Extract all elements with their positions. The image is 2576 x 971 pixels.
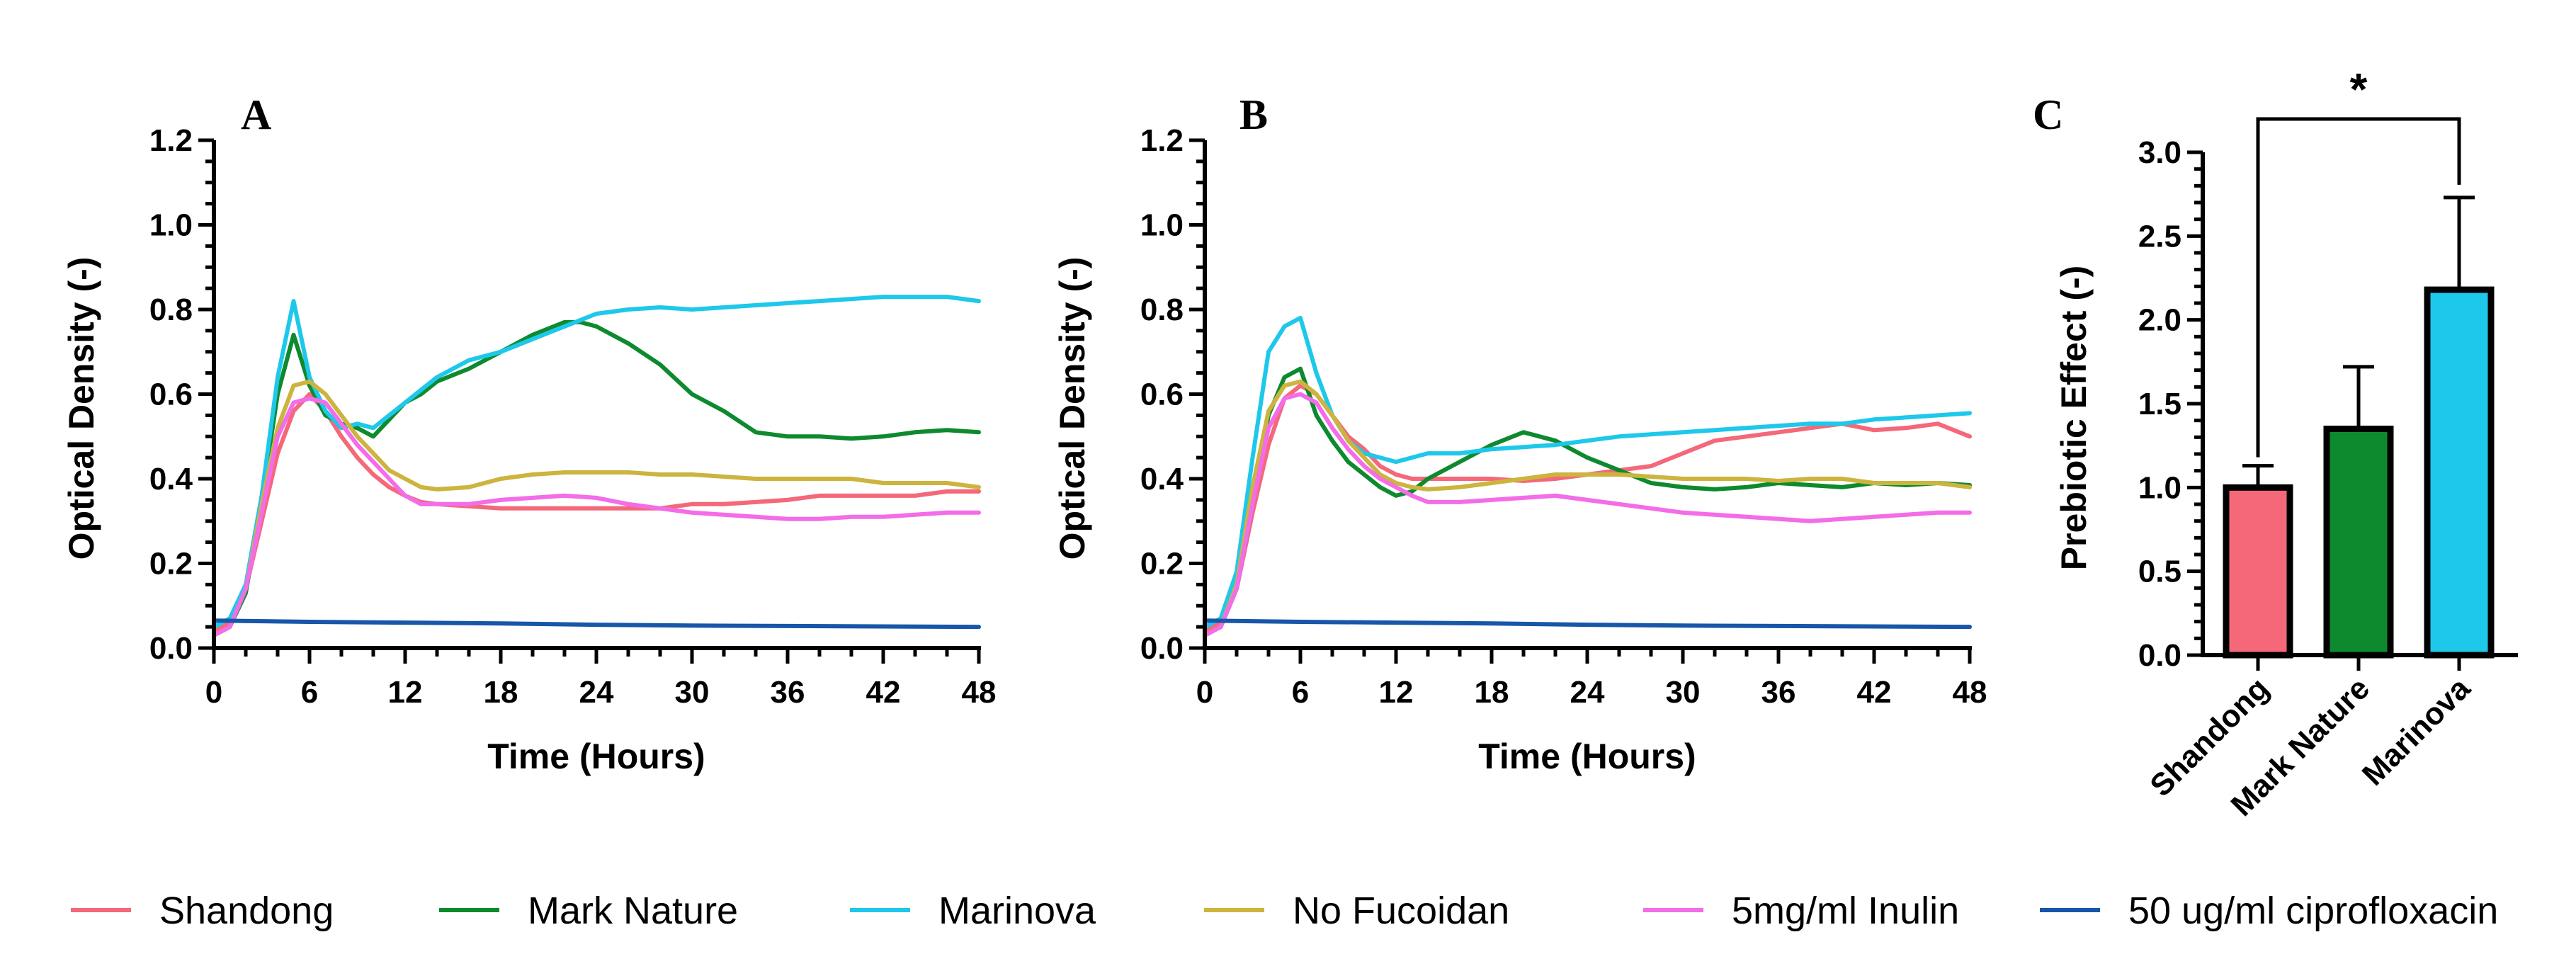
x-tick-label: 24 bbox=[579, 675, 614, 710]
x-tick-label: 30 bbox=[1666, 675, 1701, 710]
panel-letter: C bbox=[2033, 91, 2063, 138]
legend-label-50-ug-ml-ciprofloxacin: 50 ug/ml ciprofloxacin bbox=[2128, 890, 2498, 932]
y-tick-label: 0.2 bbox=[149, 547, 193, 581]
y-tick-label: 1.5 bbox=[2138, 387, 2181, 421]
series-line-shandong bbox=[212, 392, 981, 634]
x-tick-label: 42 bbox=[1857, 675, 1892, 710]
series-line-50-ug-ml-ciprofloxacin bbox=[212, 618, 981, 630]
legend-label-shandong: Shandong bbox=[159, 890, 334, 932]
panel-letter: A bbox=[241, 91, 271, 138]
y-tick-label: 0.0 bbox=[149, 631, 193, 666]
bar-marinova bbox=[2424, 286, 2495, 659]
significance-star: * bbox=[2350, 64, 2368, 115]
x-tick-label: 36 bbox=[1761, 675, 1796, 710]
x-tick-label: 42 bbox=[866, 675, 901, 710]
series-line-5mg-ml-inulin bbox=[1203, 392, 1972, 638]
y-tick-label: 1.2 bbox=[149, 123, 193, 158]
y-tick-label: 0.4 bbox=[149, 462, 193, 496]
x-tick-label: 48 bbox=[1953, 675, 1987, 710]
panel-b: B 0.0 0.2 0.4 0.6 0.8 1.0 1.2 0 6 12 18 24 30 36 42 48 Ti… bbox=[1052, 91, 1987, 776]
series-line-no-fucoidan bbox=[1203, 379, 1972, 638]
panel-a: A 0.0 0.2 0.4 0.6 0.8 1.0 1.2 0 6 12 18 24 30 36 42 48 Ti… bbox=[62, 91, 996, 776]
y-tick-label: 0.8 bbox=[1140, 293, 1184, 327]
x-axis-title: Time (Hours) bbox=[1478, 737, 1696, 776]
y-tick-label: 0.2 bbox=[1140, 547, 1184, 581]
series-line-50-ug-ml-ciprofloxacin bbox=[1203, 618, 1972, 630]
y-axis-title: Optical Density (-) bbox=[62, 257, 101, 560]
y-tick-label: 3.0 bbox=[2138, 135, 2181, 170]
bar-mark-nature bbox=[2323, 426, 2394, 659]
x-tick-label: 12 bbox=[388, 675, 423, 710]
x-axis-title: Time (Hours) bbox=[487, 737, 705, 776]
x-tick-label: 6 bbox=[301, 675, 318, 710]
y-tick-label: 2.5 bbox=[2138, 219, 2181, 254]
x-tick-label: 36 bbox=[771, 675, 805, 710]
series-line-marinova bbox=[212, 295, 981, 630]
significance-bracket bbox=[2256, 117, 2461, 458]
panel-letter: B bbox=[1239, 91, 1268, 138]
x-tick-label: 18 bbox=[1475, 675, 1509, 710]
series-line-marinova bbox=[1203, 315, 1972, 630]
x-tick-label: 24 bbox=[1570, 675, 1605, 710]
y-tick-label: 1.0 bbox=[2138, 470, 2181, 505]
x-tick-label: 6 bbox=[1292, 675, 1309, 710]
x-tick-label: 12 bbox=[1379, 675, 1414, 710]
x-tick-label: 0 bbox=[1196, 675, 1213, 710]
y-tick-label: 0.6 bbox=[1140, 377, 1184, 412]
legend-label-no-fucoidan: No Fucoidan bbox=[1293, 890, 1509, 932]
category-label-marinova: Marinova bbox=[2356, 671, 2478, 793]
x-tick-label: 48 bbox=[962, 675, 997, 710]
y-axis-title: Optical Density (-) bbox=[1052, 257, 1092, 560]
y-axis-title: Prebiotic Effect (-) bbox=[2054, 266, 2094, 571]
y-tick-label: 0.6 bbox=[149, 377, 193, 412]
series-line-no-fucoidan bbox=[212, 379, 981, 638]
series-line-5mg-ml-inulin bbox=[212, 396, 981, 638]
legend: Shandong Mark Nature Marinova No Fucoidan 5m… bbox=[71, 890, 2498, 932]
legend-label-marinova: Marinova bbox=[938, 890, 1096, 932]
x-tick-label: 30 bbox=[675, 675, 710, 710]
y-tick-label: 0.0 bbox=[1140, 631, 1184, 666]
y-tick-label: 2.0 bbox=[2138, 303, 2181, 338]
y-tick-label: 1.0 bbox=[149, 208, 193, 243]
y-tick-label: 1.0 bbox=[1140, 208, 1184, 243]
bar-shandong bbox=[2223, 484, 2293, 659]
legend-label-mark-nature: Mark Nature bbox=[528, 890, 738, 932]
y-tick-label: 0.8 bbox=[149, 293, 193, 327]
y-tick-label: 1.2 bbox=[1140, 123, 1184, 158]
y-tick-label: 0.0 bbox=[2138, 638, 2181, 673]
y-tick-label: 0.4 bbox=[1140, 462, 1184, 496]
x-tick-label: 18 bbox=[484, 675, 518, 710]
x-tick-label: 0 bbox=[205, 675, 222, 710]
legend-label-5mg-ml-inulin: 5mg/ml Inulin bbox=[1732, 890, 1959, 932]
y-tick-label: 0.5 bbox=[2138, 555, 2181, 589]
